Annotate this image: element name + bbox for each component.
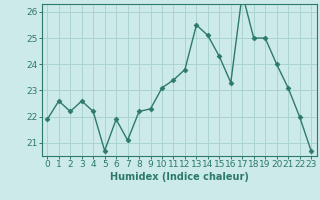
- X-axis label: Humidex (Indice chaleur): Humidex (Indice chaleur): [110, 172, 249, 182]
